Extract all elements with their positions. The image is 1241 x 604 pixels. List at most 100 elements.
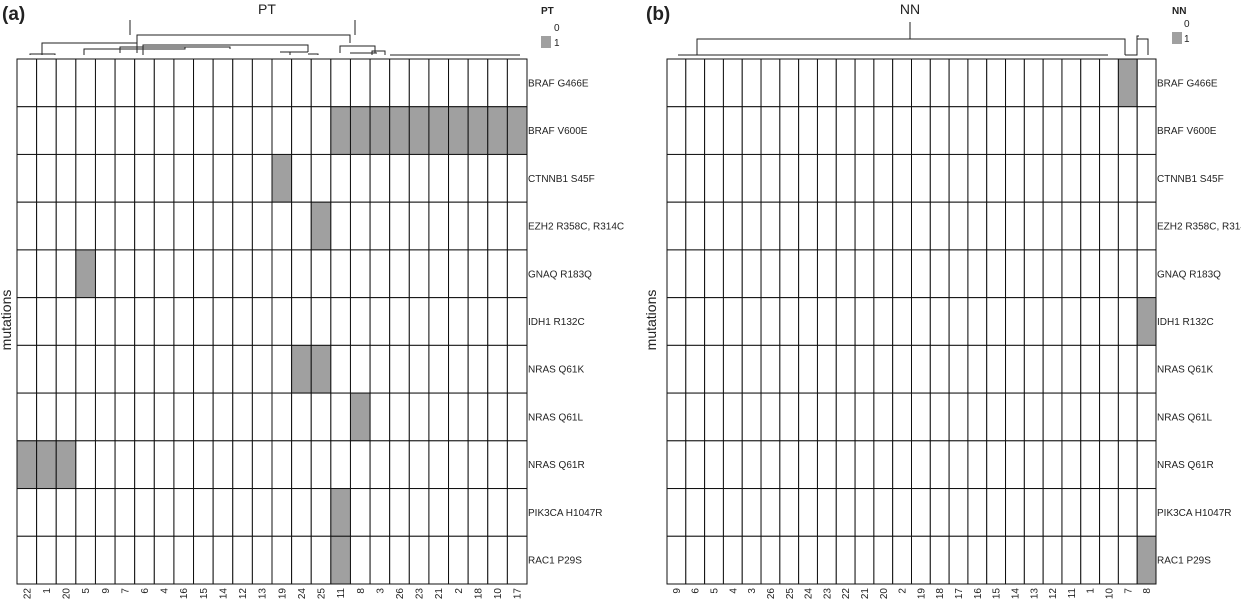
heatmap-cell xyxy=(349,201,371,251)
heatmap-cell xyxy=(36,488,57,537)
heatmap-cell xyxy=(760,106,781,155)
heatmap-cell xyxy=(55,535,77,585)
heatmap-cell xyxy=(1061,392,1082,442)
heatmap-cell xyxy=(16,297,38,346)
heatmap-cell xyxy=(232,249,253,299)
heatmap-panel-pt: (a) PT mutations PT 0 1 BRAF G466 xyxy=(0,1,624,599)
heatmap-cell xyxy=(36,201,57,251)
heatmap-cell xyxy=(1005,535,1025,585)
heatmap-cell xyxy=(892,201,913,251)
heatmap-cell xyxy=(1099,535,1119,585)
heatmap-cell xyxy=(892,440,913,490)
heatmap-cell xyxy=(798,535,818,585)
heatmap-cell xyxy=(173,535,195,585)
heatmap-cell xyxy=(892,392,913,442)
heatmap-cell xyxy=(271,249,293,299)
heatmap-cell xyxy=(232,58,253,108)
heatmap-cell xyxy=(506,392,528,442)
heatmap-cell xyxy=(75,392,96,442)
row-label: NRAS Q61L xyxy=(1157,412,1212,423)
heatmap-cell xyxy=(929,249,950,299)
heatmap-cell xyxy=(389,440,410,490)
heatmap-cell xyxy=(36,297,57,346)
heatmap-cell xyxy=(835,58,856,108)
heatmap-cell xyxy=(448,392,469,442)
heatmap-cell xyxy=(1042,201,1063,251)
legend-label-1: 1 xyxy=(554,38,560,49)
heatmap-cell xyxy=(212,344,234,394)
heatmap-cell xyxy=(467,392,489,442)
heatmap-cell xyxy=(448,201,469,251)
heatmap-cell xyxy=(986,344,1007,394)
heatmap-cell xyxy=(666,440,687,490)
heatmap-cell xyxy=(911,106,931,155)
heatmap-cell xyxy=(291,297,312,346)
heatmap-cell xyxy=(1136,249,1157,299)
heatmap-cell xyxy=(271,201,293,251)
heatmap-cell xyxy=(193,201,214,251)
column-label: 5 xyxy=(81,588,92,594)
heatmap-cell xyxy=(1099,153,1119,203)
heatmap-cell xyxy=(310,249,332,299)
heatmap-cell xyxy=(1136,488,1157,537)
heatmap-cell xyxy=(448,488,469,537)
heatmap-cell xyxy=(685,58,706,108)
heatmap-cell xyxy=(291,440,312,490)
legend-label-1: 1 xyxy=(1184,34,1190,45)
heatmap-cell xyxy=(741,249,762,299)
heatmap-cell xyxy=(134,440,155,490)
heatmap-cell xyxy=(967,535,988,585)
row-labels: BRAF G466E BRAF V600E CTNNB1 S45F EZH2 R358… xyxy=(1157,78,1241,566)
heatmap-cell xyxy=(153,392,175,442)
heatmap-cell xyxy=(1099,344,1119,394)
heatmap-cell xyxy=(291,249,312,299)
heatmap-cell xyxy=(779,488,800,537)
heatmap-cell xyxy=(291,535,312,585)
column-label: 14 xyxy=(1010,588,1021,600)
row-label: PIK3CA H1047R xyxy=(528,508,603,519)
heatmap-cell xyxy=(892,488,913,537)
heatmap-cell xyxy=(55,201,77,251)
column-label: 10 xyxy=(1104,588,1115,600)
heatmap-cell xyxy=(892,344,913,394)
heatmap-cell xyxy=(760,344,781,394)
heatmap-cell xyxy=(114,106,136,155)
heatmap-cell xyxy=(114,392,136,442)
heatmap-cell xyxy=(389,488,410,537)
heatmap-cell xyxy=(873,297,894,346)
heatmap-cell xyxy=(816,535,837,585)
column-label: 2 xyxy=(454,588,465,594)
row-label: NRAS Q61K xyxy=(1157,365,1213,376)
heatmap-cell xyxy=(1042,106,1063,155)
column-label: 21 xyxy=(860,588,871,600)
column-labels: 9 6 5 4 3 26 25 24 23 22 21 20 2 19 18 17 16 15 14 13 12 11 1 1… xyxy=(672,588,1153,600)
heatmap-cell xyxy=(1080,153,1101,203)
legend-title: PT xyxy=(541,6,554,17)
row-label: NRAS Q61L xyxy=(528,412,583,423)
heatmap-cell xyxy=(428,249,450,299)
heatmap-cell xyxy=(212,106,234,155)
heatmap-cell xyxy=(816,201,837,251)
heatmap-cell xyxy=(16,440,38,490)
heatmap-cell xyxy=(685,297,706,346)
column-label: 5 xyxy=(710,588,721,594)
heatmap-cell xyxy=(1080,344,1101,394)
heatmap-cell xyxy=(1080,106,1101,155)
heatmap-cell xyxy=(1061,249,1082,299)
heatmap-cell xyxy=(967,249,988,299)
heatmap-cell xyxy=(173,488,195,537)
column-label: 11 xyxy=(336,588,347,599)
heatmap-cell xyxy=(232,344,253,394)
heatmap-cell xyxy=(798,106,818,155)
heatmap-cell xyxy=(854,201,875,251)
heatmap-cell xyxy=(310,106,332,155)
heatmap-cell xyxy=(487,201,508,251)
heatmap-cell xyxy=(1136,440,1157,490)
heatmap-cell xyxy=(428,535,450,585)
heatmap-cell xyxy=(722,106,743,155)
column-label: 15 xyxy=(992,588,1003,600)
heatmap-cell xyxy=(467,58,489,108)
heatmap-cell xyxy=(193,344,214,394)
column-label: 23 xyxy=(415,588,426,600)
heatmap-cell xyxy=(330,201,351,251)
